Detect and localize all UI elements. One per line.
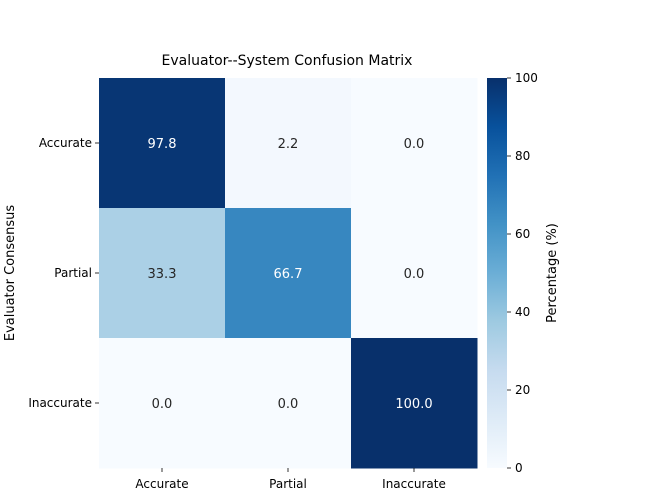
cell-value-label: 0.0 <box>404 137 425 152</box>
heatmap-cell <box>99 338 226 469</box>
heatmap-cell <box>351 78 478 209</box>
heatmap-cell <box>351 208 478 339</box>
colorbar-tick-label: 20 <box>515 383 530 397</box>
cell-value-label: 33.3 <box>148 267 177 282</box>
cell-value-label: 0.0 <box>152 397 173 412</box>
heatmap-cell <box>225 208 352 339</box>
x-axis-ticks: Accurate Partial Inaccurate <box>135 468 446 490</box>
colorbar-tick-label: 0 <box>515 461 523 475</box>
y-axis-label: Evaluator Consensus <box>3 205 18 342</box>
y-tick-label: Partial <box>54 266 92 280</box>
heatmap-cell <box>225 338 352 469</box>
colorbar-tick-label: 40 <box>515 305 530 319</box>
heatmap-cell-labels: 97.8 2.2 0.0 33.3 66.7 0.0 0.0 0.0 100.0 <box>148 137 433 412</box>
heatmap-cell <box>99 208 226 339</box>
y-tick-label: Accurate <box>39 136 92 150</box>
cell-value-label: 66.7 <box>274 267 303 282</box>
y-axis-ticks: Accurate Partial Inaccurate <box>28 136 99 410</box>
heatmap-cell <box>225 78 352 209</box>
x-tick-label: Partial <box>269 477 307 490</box>
y-tick-label: Inaccurate <box>28 396 92 410</box>
colorbar-ticks: 0 20 40 60 80 100 <box>507 71 538 475</box>
heatmap-cell <box>351 338 478 469</box>
colorbar <box>487 78 507 468</box>
x-tick-label: Inaccurate <box>382 477 446 490</box>
heatmap-cell <box>99 78 226 209</box>
x-tick-label: Accurate <box>135 477 188 490</box>
colorbar-tick-label: 100 <box>515 71 538 85</box>
cell-value-label: 0.0 <box>404 267 425 282</box>
chart-title: Evaluator--System Confusion Matrix <box>162 53 413 69</box>
colorbar-tick-label: 80 <box>515 149 530 163</box>
cell-value-label: 2.2 <box>278 137 299 152</box>
colorbar-label: Percentage (%) <box>545 223 560 323</box>
colorbar-tick-label: 60 <box>515 227 530 241</box>
cell-value-label: 97.8 <box>148 137 177 152</box>
cell-value-label: 0.0 <box>278 397 299 412</box>
cell-value-label: 100.0 <box>395 397 432 412</box>
heatmap-cells <box>99 78 478 469</box>
